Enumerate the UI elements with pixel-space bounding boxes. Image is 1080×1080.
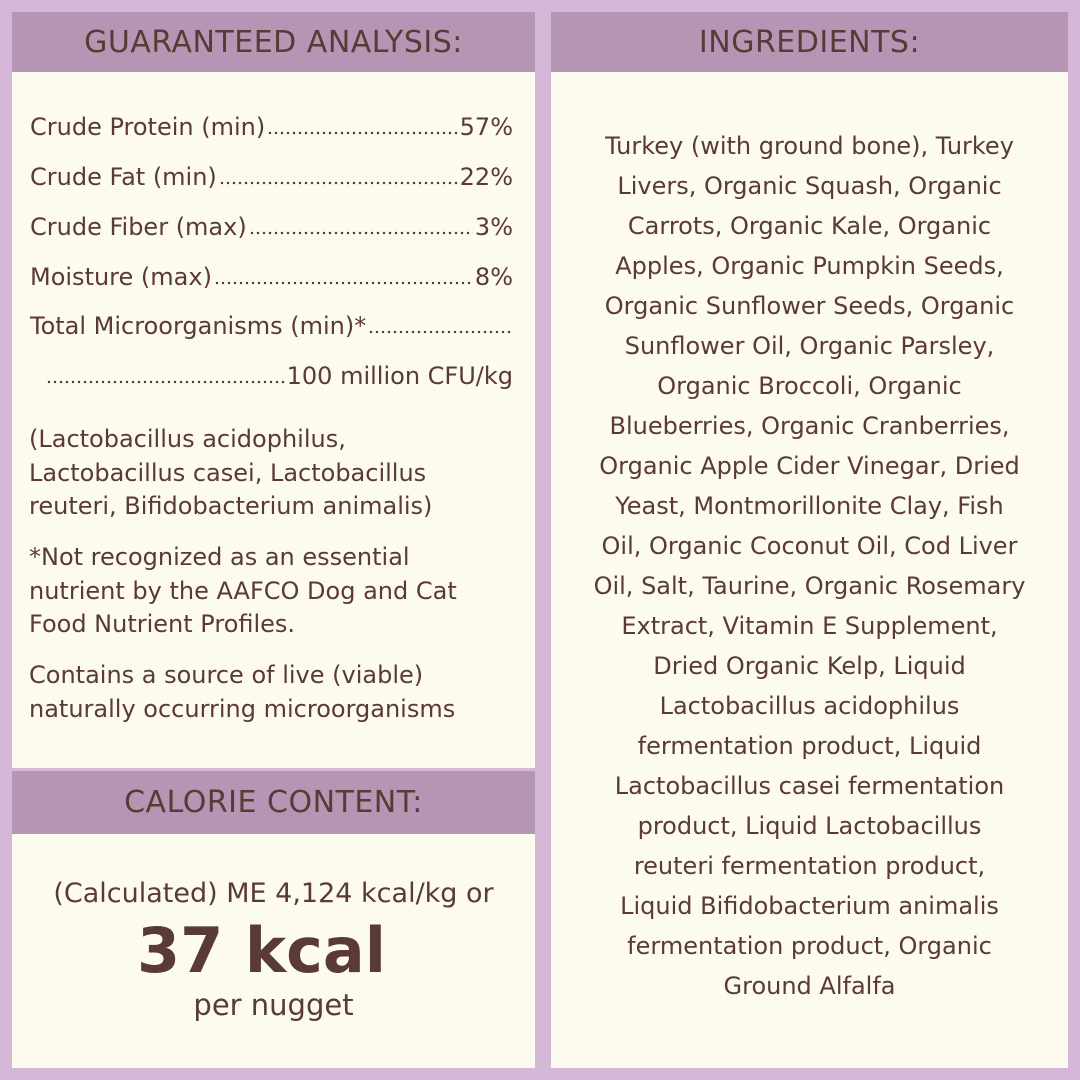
row-value: 3% [474, 213, 513, 241]
row-value: 8% [474, 263, 513, 291]
row-value: 100 million CFU/kg [286, 362, 513, 390]
dot-leader [213, 280, 473, 286]
note-line: (Lactobacillus acidophilus, [29, 425, 346, 453]
row-label: Moisture (max) [30, 263, 212, 291]
analysis-header: GUARANTEED ANALYSIS: [12, 12, 535, 72]
note-line: *Not recognized as an essential [29, 543, 410, 571]
calorie-line: per nugget [193, 988, 354, 1022]
ingredient-line: Oil, Organic Coconut Oil, Cod Liver [601, 532, 1018, 560]
ingredient-line: Organic Sunflower Seeds, Organic [604, 292, 1015, 320]
row-label: Crude Fat (min) [30, 163, 217, 191]
ingredient-line: Apples, Organic Pumpkin Seeds, [615, 252, 1004, 280]
dot-leader [267, 130, 458, 136]
dot-leader [218, 180, 458, 186]
ingredient-line: Liquid Bifidobacterium animalis [620, 892, 999, 920]
note-line: reuteri, Bifidobacterium animalis) [29, 492, 433, 520]
calorie-panel [12, 834, 535, 1068]
ingredient-line: reuteri fermentation product, [633, 852, 986, 880]
ingredient-line: Dried Organic Kelp, Liquid [653, 652, 966, 680]
analysis-row: Total Microorganisms (min)* [30, 306, 513, 346]
row-value: 57% [459, 113, 513, 141]
note-line: nutrient by the AAFCO Dog and Cat [29, 576, 457, 605]
row-label: Crude Fiber (max) [30, 213, 247, 241]
note-line: Contains a source of live (viable) [29, 661, 424, 689]
dot-leader [46, 379, 285, 385]
note-line: naturally occurring microorganisms [29, 694, 456, 723]
row-label: Crude Protein (min) [30, 113, 266, 141]
analysis-row: Moisture (max) 8% [30, 257, 513, 297]
ingredient-line: Oil, Salt, Taurine, Organic Rosemary [593, 572, 1026, 600]
calorie-header: CALORIE CONTENT: [12, 771, 535, 834]
ingredient-line: fermentation product, Organic [627, 932, 992, 960]
row-value: 22% [459, 163, 513, 191]
row-label: Total Microorganisms (min)* [30, 312, 367, 340]
analysis-row: Crude Fat (min) 22% [30, 157, 513, 197]
ingredient-line: Organic Apple Cider Vinegar, Dried [599, 452, 1020, 480]
note-line: Food Nutrient Profiles. [29, 610, 296, 638]
ingredient-line: Blueberries, Organic Cranberries, [609, 412, 1010, 440]
dot-leader [368, 329, 511, 335]
ingredient-line: Sunflower Oil, Organic Parsley, [624, 332, 995, 360]
ingredient-line: Turkey (with ground bone), Turkey [605, 132, 1014, 160]
ingredient-line: Lactobacillus casei fermentation [614, 772, 1005, 800]
calorie-highlight: 37 kcal [137, 914, 386, 987]
ingredient-line: Carrots, Organic Kale, Organic [627, 212, 992, 240]
analysis-row: Crude Fiber (max) 3% [30, 207, 513, 247]
ingredient-line: product, Liquid Lactobacillus [637, 812, 982, 840]
dot-leader [248, 230, 473, 236]
calorie-line: (Calculated) ME 4,124 kcal/kg or [53, 878, 494, 909]
ingredient-line: fermentation product, Liquid [637, 732, 982, 760]
analysis-row: 100 million CFU/kg [44, 356, 513, 396]
analysis-row: Crude Protein (min) 57% [30, 107, 513, 147]
ingredient-line: Organic Broccoli, Organic [657, 372, 962, 400]
ingredients-panel [551, 12, 1068, 1068]
ingredient-line: Extract, Vitamin E Supplement, [621, 612, 998, 640]
ingredient-line: Yeast, Montmorillonite Clay, Fish [615, 492, 1004, 520]
ingredients-header: INGREDIENTS: [551, 12, 1068, 72]
ingredient-line: Livers, Organic Squash, Organic [617, 172, 1002, 200]
analysis-panel [12, 12, 535, 768]
note-line: Lactobacillus casei, Lactobacillus [29, 458, 427, 487]
ingredient-line: Ground Alfalfa [723, 972, 896, 1000]
ingredient-line: Lactobacillus acidophilus [659, 692, 960, 720]
